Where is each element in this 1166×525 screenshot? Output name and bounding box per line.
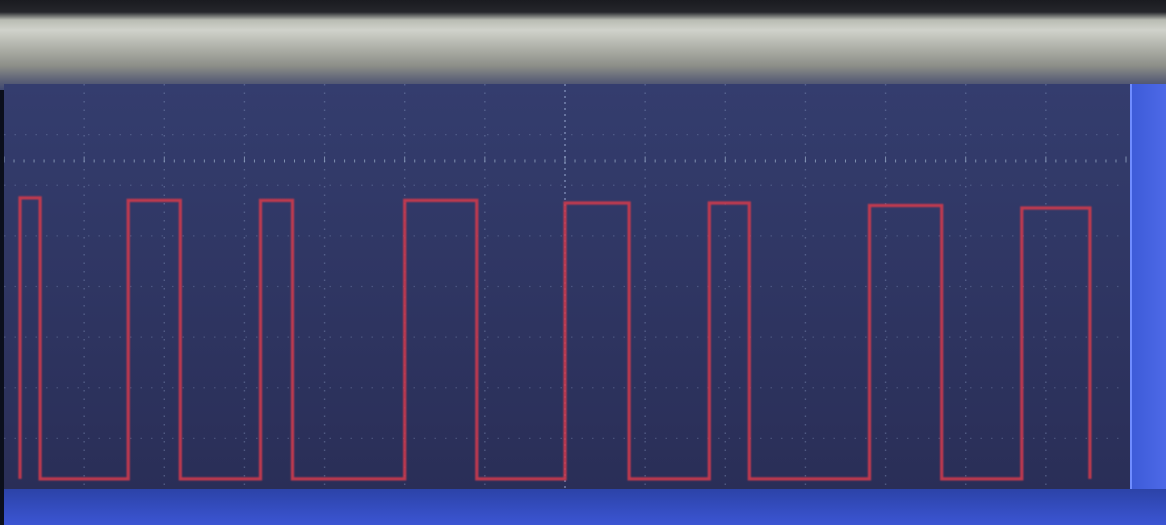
channel-side-panel bbox=[1130, 84, 1166, 525]
waveform-plot bbox=[4, 84, 1166, 525]
scope-display bbox=[4, 84, 1166, 525]
monitor-bezel bbox=[0, 0, 1166, 90]
pulse-trace bbox=[18, 196, 1092, 481]
screen-background bbox=[4, 84, 1166, 525]
status-bar bbox=[4, 489, 1166, 525]
